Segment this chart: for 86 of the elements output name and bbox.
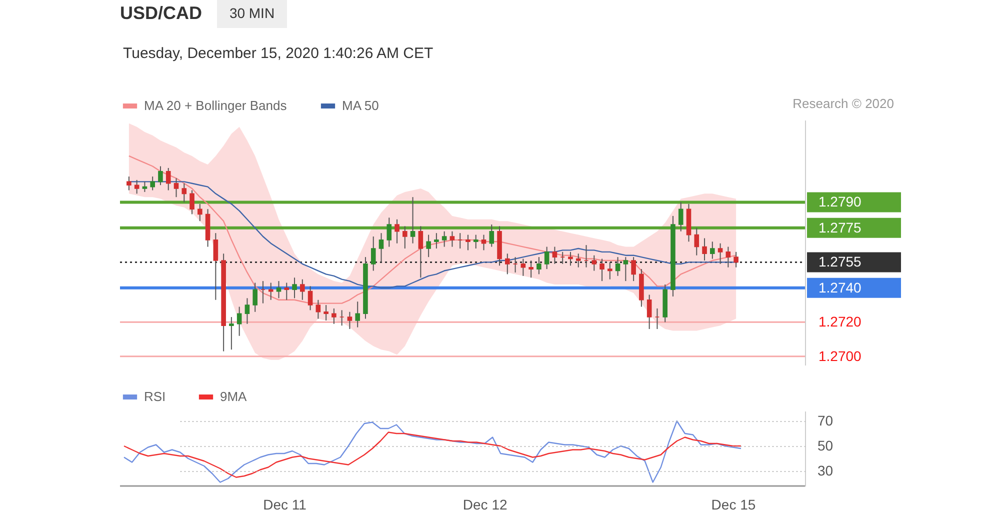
candlestick	[174, 178, 179, 198]
candlestick	[394, 218, 400, 244]
candlestick	[386, 217, 392, 248]
candlestick	[378, 232, 384, 263]
legend-label: MA 50	[342, 98, 379, 113]
y-tick-label: 1.2700	[818, 348, 862, 364]
candlestick	[410, 196, 416, 244]
candlestick	[308, 286, 313, 311]
candlestick	[615, 256, 620, 276]
candlestick	[592, 254, 597, 272]
candlestick	[276, 280, 282, 299]
x-tick-label: Dec 11	[263, 496, 307, 512]
candlestick	[466, 234, 470, 251]
candlestick	[236, 306, 242, 336]
candlestick	[316, 299, 321, 320]
candlestick	[134, 179, 140, 194]
line-series	[123, 432, 742, 478]
y-tick-label: 1.2740	[818, 279, 862, 296]
candlestick	[646, 294, 652, 330]
legend-label: 9MA	[220, 389, 248, 404]
candlestick	[544, 246, 550, 270]
candlestick	[300, 278, 305, 300]
candlestick	[568, 251, 573, 266]
candlestick	[426, 234, 431, 258]
candlestick	[244, 298, 250, 324]
candlestick	[158, 166, 163, 186]
candlestick	[552, 246, 558, 264]
text: Research © 2020	[792, 96, 894, 111]
candlestick	[702, 238, 707, 261]
candlestick	[418, 226, 424, 278]
candlestick	[190, 190, 194, 215]
candlestick	[600, 258, 604, 282]
candlestick	[324, 304, 328, 321]
x-tick-label: Dec 12	[462, 496, 508, 512]
candlestick	[268, 282, 274, 300]
candlestick	[678, 202, 684, 232]
candlestick	[631, 256, 636, 282]
candlestick	[182, 182, 187, 203]
candlestick	[150, 176, 155, 191]
chart-title: USD/CAD	[120, 3, 202, 23]
candlestick	[229, 316, 234, 350]
candlestick	[142, 181, 148, 192]
candlestick	[536, 256, 542, 275]
candlestick	[284, 282, 290, 300]
candlestick	[213, 232, 218, 300]
candlestick	[481, 234, 486, 251]
candlestick	[126, 176, 132, 191]
candlestick	[332, 308, 336, 324]
candlestick	[198, 203, 202, 222]
candlestick	[505, 253, 510, 275]
y-tick-label: 30	[818, 462, 834, 478]
candlestick	[292, 277, 297, 299]
legend-label: MA 20 + Bollinger Bands	[144, 98, 288, 113]
candlestick	[434, 232, 439, 249]
candlestick	[489, 224, 494, 248]
candlestick	[726, 246, 731, 268]
candlestick	[694, 227, 700, 256]
candlestick	[608, 262, 612, 280]
candlestick	[347, 311, 352, 330]
y-tick-label: 1.2790	[818, 194, 862, 210]
y-tick-label: 50	[818, 438, 834, 454]
candlestick	[718, 242, 723, 264]
candlestick	[442, 230, 447, 248]
candlestick	[166, 167, 171, 191]
candlestick	[252, 282, 258, 312]
x-tick-label: Dec 15	[711, 496, 756, 512]
candlestick	[710, 241, 715, 260]
candlestick	[370, 236, 376, 272]
candlestick	[734, 251, 738, 268]
candlestick	[450, 230, 455, 248]
text: 30 MIN	[229, 5, 275, 21]
chart-subtitle: Tuesday, December 15, 2020 1:40:26 AM CET	[123, 45, 434, 62]
y-tick-label: 70	[818, 412, 834, 428]
candlestick	[520, 258, 526, 276]
line-series	[123, 420, 742, 483]
candlestick	[623, 256, 628, 282]
candlestick	[355, 301, 360, 328]
y-tick-label: 1.2775	[818, 219, 862, 236]
y-tick-label: 1.2720	[818, 314, 862, 330]
y-tick-label: 1.2755	[818, 254, 862, 270]
legend-label: RSI	[144, 389, 166, 404]
candlestick	[473, 234, 478, 249]
candlestick	[576, 253, 581, 268]
candlestick	[402, 226, 408, 249]
line-series	[128, 155, 737, 304]
candlestick	[528, 260, 534, 278]
